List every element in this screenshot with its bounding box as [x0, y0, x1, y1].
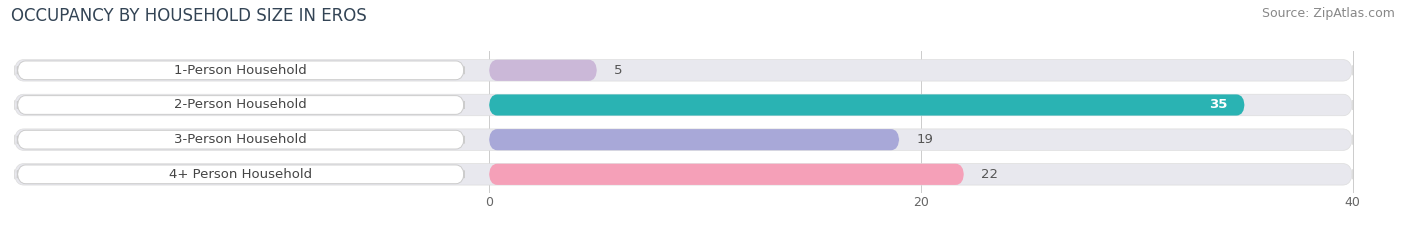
Text: 2-Person Household: 2-Person Household [174, 99, 307, 112]
FancyBboxPatch shape [17, 96, 464, 114]
FancyBboxPatch shape [17, 130, 464, 149]
FancyBboxPatch shape [17, 165, 464, 184]
Text: 5: 5 [614, 64, 623, 77]
FancyBboxPatch shape [14, 164, 1353, 185]
FancyBboxPatch shape [14, 94, 1353, 116]
Text: 19: 19 [917, 133, 934, 146]
FancyBboxPatch shape [17, 61, 464, 80]
FancyBboxPatch shape [489, 129, 900, 150]
Text: Source: ZipAtlas.com: Source: ZipAtlas.com [1261, 7, 1395, 20]
FancyBboxPatch shape [489, 164, 965, 185]
Text: OCCUPANCY BY HOUSEHOLD SIZE IN EROS: OCCUPANCY BY HOUSEHOLD SIZE IN EROS [11, 7, 367, 25]
Text: 3-Person Household: 3-Person Household [174, 133, 307, 146]
Text: 35: 35 [1209, 99, 1227, 112]
Text: 4+ Person Household: 4+ Person Household [169, 168, 312, 181]
FancyBboxPatch shape [489, 94, 1244, 116]
Text: 1-Person Household: 1-Person Household [174, 64, 307, 77]
Text: 22: 22 [981, 168, 998, 181]
FancyBboxPatch shape [489, 60, 598, 81]
FancyBboxPatch shape [14, 60, 1353, 81]
FancyBboxPatch shape [14, 129, 1353, 151]
